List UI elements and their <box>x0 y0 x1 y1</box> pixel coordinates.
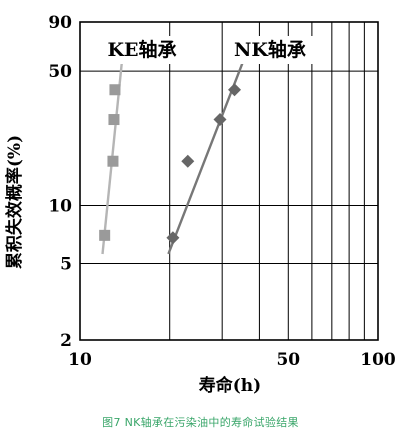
fit-line-0 <box>101 45 125 255</box>
fit-line-1 <box>167 44 251 255</box>
y-tick-label: 90 <box>48 13 72 33</box>
series-label-bg <box>224 36 316 64</box>
y-axis-label: 累积失效概率(%) <box>4 135 25 269</box>
x-tick-labels: 10 50 100 <box>68 350 396 370</box>
series-label-bg <box>101 36 183 64</box>
square-point <box>107 155 119 167</box>
grid <box>79 22 379 340</box>
x-tick-label: 10 <box>68 350 92 370</box>
y-tick-label: 50 <box>48 62 72 82</box>
diamond-point <box>181 154 195 168</box>
series-label: KE轴承 <box>108 38 177 61</box>
square-point <box>109 84 121 96</box>
figure-caption: 图7 NK轴承在污染油中的寿命试验结果 <box>102 416 299 429</box>
x-axis-label: 寿命(h) <box>199 375 261 396</box>
diamond-point <box>213 113 227 127</box>
series-labels: KE轴承 NK轴承 <box>101 36 316 64</box>
plot-frame <box>79 21 379 341</box>
y-tick-label: 10 <box>48 197 72 217</box>
y-tick-labels: 2 5 10 50 90 <box>48 13 72 351</box>
x-tick-label: 100 <box>360 350 396 370</box>
life-test-chart: 2 5 10 50 90 10 50 100 KE轴承 NK轴承 累积失效概率(%) 寿命(h… <box>4 13 396 396</box>
diamond-point <box>166 231 180 245</box>
x-tick-label: 50 <box>276 350 300 370</box>
y-tick-label: 5 <box>60 254 72 274</box>
diamond-point <box>228 83 242 97</box>
square-point <box>99 229 111 241</box>
series-label: NK轴承 <box>234 38 306 61</box>
fit-lines <box>101 44 251 255</box>
square-point <box>108 114 120 126</box>
y-tick-label: 2 <box>60 331 72 351</box>
